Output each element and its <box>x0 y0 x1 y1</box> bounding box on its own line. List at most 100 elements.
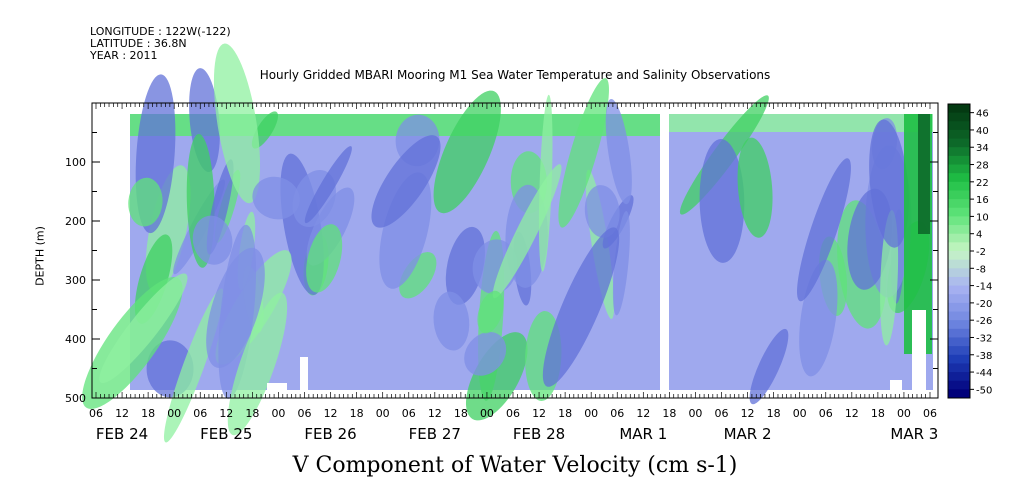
x-hour-label: 12 <box>845 407 859 420</box>
colorbar-swatch <box>948 129 970 140</box>
x-hour-label: 18 <box>141 407 155 420</box>
x-day-label: FEB 28 <box>513 425 565 443</box>
contour-patch <box>213 43 261 204</box>
x-hour-label: 06 <box>819 407 833 420</box>
colorbar-label: -50 <box>976 385 992 396</box>
missing-data <box>912 310 926 390</box>
chart-title: Hourly Gridded MBARI Mooring M1 Sea Wate… <box>259 68 771 82</box>
x-hour-label: 12 <box>636 407 650 420</box>
x-hour-label: 18 <box>662 407 676 420</box>
contour-patch <box>371 135 441 228</box>
colorbar-swatch <box>948 294 970 304</box>
contour-patch <box>612 211 630 316</box>
colorbar-swatch <box>948 225 970 235</box>
x-hour-label: 00 <box>688 407 702 420</box>
colorbar-swatch <box>948 147 970 157</box>
colorbar-swatch <box>948 104 970 114</box>
x-hour-label: 06 <box>715 407 729 420</box>
x-hour-label: 06 <box>193 407 207 420</box>
colorbar-swatch <box>948 372 970 382</box>
x-hour-label: 06 <box>506 407 520 420</box>
contour-patch <box>306 224 343 293</box>
contour-patch <box>304 146 352 224</box>
x-hour-label: 00 <box>167 407 181 420</box>
x-hour-label: 12 <box>532 407 546 420</box>
contour-patch <box>538 94 553 272</box>
contour-patch <box>737 137 773 238</box>
contour-patch <box>749 328 789 405</box>
contour-patch <box>542 227 620 387</box>
colorbar-label: -38 <box>976 351 992 362</box>
x-hour-label: 00 <box>480 407 494 420</box>
colorbar-swatch <box>948 216 970 226</box>
x-hour-label: 06 <box>402 407 416 420</box>
colorbar-swatch <box>948 112 970 122</box>
colorbar-label: 4 <box>976 230 982 241</box>
colorbar-swatch <box>948 173 970 183</box>
latitude-label: LATITUDE : 36.8N <box>90 37 187 50</box>
colorbar-label: -2 <box>976 247 986 258</box>
x-hour-label: 06 <box>89 407 103 420</box>
velocity-contours <box>82 43 933 443</box>
x-hour-label: 00 <box>584 407 598 420</box>
contour-patch <box>433 90 501 214</box>
x-axis: 06 12 18 00 06 12 18 00 06 12 18 00 06 12 18 00 06 12 18 00… <box>89 103 938 443</box>
colorbar-label: -32 <box>976 333 992 344</box>
colorbar-label: 46 <box>976 109 989 120</box>
x-hour-label: 06 <box>610 407 624 420</box>
colorbar-swatch <box>948 268 970 278</box>
x-day-label: FEB 26 <box>304 425 356 443</box>
contour-patch <box>206 247 265 368</box>
colorbar-label: 22 <box>976 178 989 189</box>
x-hour-label: 18 <box>245 407 259 420</box>
x-hour-label: 12 <box>115 407 129 420</box>
contour-patch <box>192 215 233 265</box>
contour-patch <box>605 98 632 205</box>
missing-data <box>300 357 308 390</box>
plot-area: 06 12 18 00 06 12 18 00 06 12 18 00 06 12 18 00 06 12 18 00… <box>65 43 939 443</box>
x-day-label: FEB 24 <box>96 425 148 443</box>
x-hour-label: 12 <box>428 407 442 420</box>
x-day-label: MAR 3 <box>890 425 938 443</box>
colorbar-swatch <box>948 363 970 373</box>
y-axis: 100 200 300 400 500 <box>65 102 938 405</box>
longitude-label: LONGITUDE : 122W(-122) <box>90 25 231 38</box>
colorbar-swatch <box>948 121 970 131</box>
y-tick-label: 500 <box>65 392 86 405</box>
colorbar-swatch <box>948 276 970 287</box>
x-day-label: MAR 2 <box>724 425 772 443</box>
contour-patch <box>227 292 288 436</box>
colorbar-swatch <box>948 320 970 330</box>
contour-patch <box>399 252 437 299</box>
missing-data <box>267 383 287 390</box>
colorbar-swatch <box>948 380 970 390</box>
colorbar-label: -26 <box>976 316 992 327</box>
colorbar-swatch <box>948 164 970 174</box>
colorbar-swatch <box>948 207 970 217</box>
x-hour-label: 00 <box>897 407 911 420</box>
y-tick-label: 300 <box>65 274 86 287</box>
colorbar-swatch <box>948 199 970 209</box>
x-hour-label: 18 <box>871 407 885 420</box>
colorbar-swatch <box>948 259 970 269</box>
colorbar-swatch <box>948 242 970 252</box>
strong-current-core <box>918 114 930 234</box>
contour-patch <box>558 78 609 228</box>
colorbar-swatch <box>948 389 970 399</box>
colorbar-swatch <box>948 285 970 295</box>
x-hour-label: 00 <box>793 407 807 420</box>
y-tick-label: 400 <box>65 333 86 346</box>
colorbar-swatch <box>948 328 970 338</box>
contour-patch <box>128 177 163 227</box>
x-hour-label: 12 <box>741 407 755 420</box>
x-day-label: MAR 1 <box>619 425 667 443</box>
y-tick-label: 100 <box>65 156 86 169</box>
colorbar-label: 40 <box>976 126 989 137</box>
colorbar: 46 40 34 28 22 16 10 4 -2 -8 -14 -20 -26 -32 -38 -44 -50 <box>947 103 992 399</box>
contour-patch <box>99 273 188 384</box>
x-hour-label: 00 <box>271 407 285 420</box>
colorbar-swatch <box>948 181 970 191</box>
colorbar-swatch <box>948 138 970 148</box>
x-hour-label: 06 <box>298 407 312 420</box>
